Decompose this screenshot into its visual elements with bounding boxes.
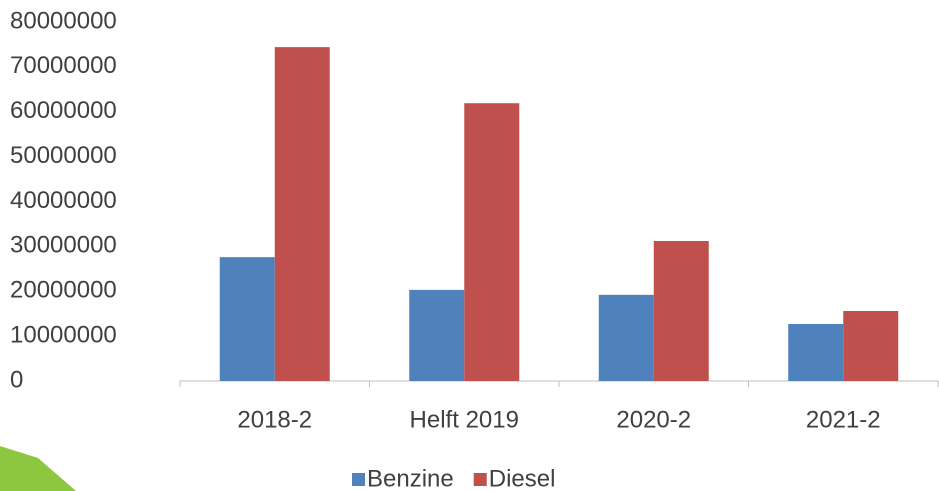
bar bbox=[598, 294, 654, 381]
bar bbox=[274, 47, 330, 381]
bar bbox=[464, 103, 520, 381]
bar bbox=[409, 289, 465, 381]
y-tick-label: 10000000 bbox=[10, 321, 117, 348]
y-tick-label: 80000000 bbox=[10, 7, 117, 34]
legend-label: Diesel bbox=[489, 465, 556, 491]
x-tick-label: 2020-2 bbox=[616, 406, 691, 433]
y-tick-label: 60000000 bbox=[10, 97, 117, 124]
y-tick-label: 30000000 bbox=[10, 232, 117, 259]
y-tick-label: 20000000 bbox=[10, 277, 117, 304]
y-tick-label: 0 bbox=[10, 366, 23, 393]
x-tick-label: Helft 2019 bbox=[410, 406, 519, 433]
bar bbox=[843, 310, 899, 381]
bar bbox=[219, 257, 275, 381]
legend-swatch bbox=[352, 473, 365, 486]
y-tick-label: 40000000 bbox=[10, 187, 117, 214]
x-tick-label: 2018-2 bbox=[237, 406, 312, 433]
bar bbox=[653, 240, 709, 381]
legend-swatch bbox=[473, 473, 487, 486]
bar bbox=[788, 324, 844, 381]
x-tick-label: 2021-2 bbox=[806, 406, 881, 433]
y-tick-label: 70000000 bbox=[10, 52, 117, 79]
legend-label: Benzine bbox=[367, 465, 454, 491]
y-tick-label: 50000000 bbox=[10, 142, 117, 169]
decoration bbox=[0, 446, 76, 491]
